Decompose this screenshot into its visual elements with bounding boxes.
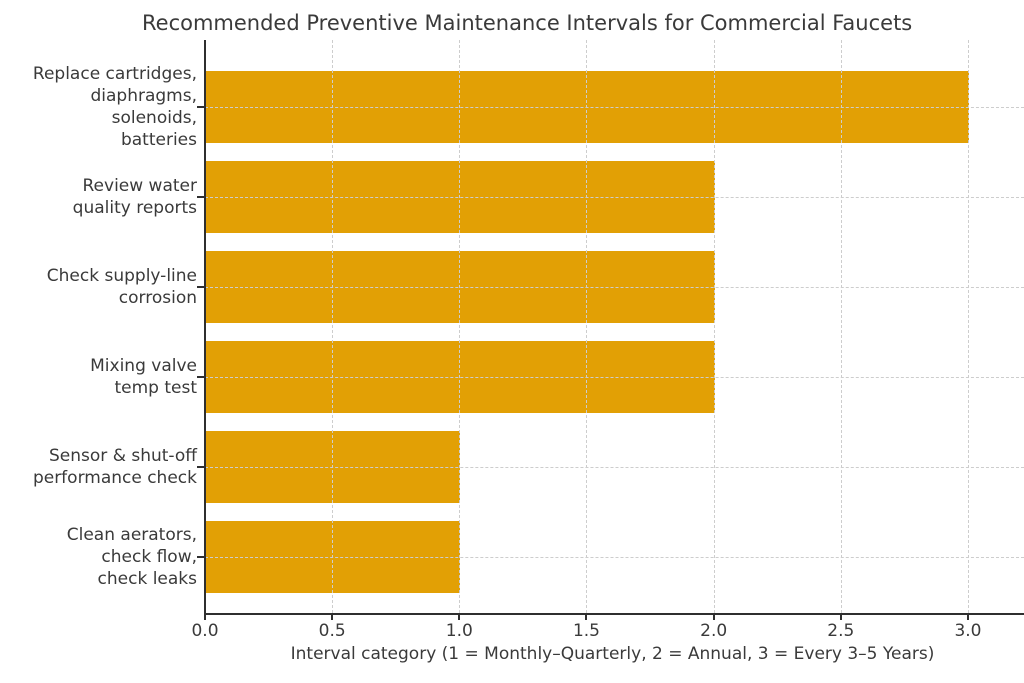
x-tick-label: 2.0 xyxy=(700,621,728,641)
y-tick-mark xyxy=(197,106,204,108)
gridline-vertical xyxy=(332,40,334,613)
x-axis-spine xyxy=(204,613,1024,615)
y-tick-label: Mixing valve temp test xyxy=(90,356,197,398)
gridline-horizontal xyxy=(205,377,1024,378)
y-tick-mark xyxy=(197,286,204,288)
y-tick-label: Review water quality reports xyxy=(72,176,197,218)
gridline-vertical xyxy=(459,40,461,613)
gridline-horizontal xyxy=(205,467,1024,468)
y-axis-spine xyxy=(204,40,206,614)
gridline-vertical xyxy=(967,40,969,613)
x-tick-mark xyxy=(712,615,715,620)
y-tick-label: Sensor & shut-off performance check xyxy=(32,446,197,488)
y-tick-mark xyxy=(197,196,204,198)
gridline-vertical xyxy=(586,40,588,613)
x-tick-label: 0.5 xyxy=(318,621,346,641)
y-tick-mark xyxy=(197,556,204,558)
gridline-horizontal xyxy=(205,107,1024,108)
x-tick-label: 2.5 xyxy=(827,621,855,641)
x-tick-mark xyxy=(331,615,334,620)
y-tick-label: Clean aerators, check flow, check leaks xyxy=(66,525,197,589)
x-tick-mark xyxy=(204,615,206,620)
x-tick-label: 3.0 xyxy=(954,621,982,641)
x-tick-label: 0.0 xyxy=(191,621,219,641)
y-tick-mark xyxy=(197,466,204,468)
gridline-horizontal xyxy=(205,287,1024,288)
y-tick-mark xyxy=(197,376,204,378)
y-tick-label: Check supply-line corrosion xyxy=(46,266,197,308)
chart-title: Recommended Preventive Maintenance Inter… xyxy=(142,11,913,35)
x-tick-mark xyxy=(585,615,588,620)
x-tick-label: 1.0 xyxy=(445,621,473,641)
gridline-vertical xyxy=(840,40,842,613)
x-tick-label: 1.5 xyxy=(572,621,600,641)
gridline-horizontal xyxy=(205,197,1024,198)
x-tick-mark xyxy=(839,615,842,620)
gridline-vertical xyxy=(713,40,715,613)
y-tick-label: Replace cartridges, diaphragms, solenoid… xyxy=(32,64,197,150)
x-tick-mark xyxy=(458,615,461,620)
gridline-horizontal xyxy=(205,557,1024,558)
x-tick-mark xyxy=(966,615,969,620)
x-axis-label: Interval category (1 = Monthly–Quarterly… xyxy=(290,644,935,664)
